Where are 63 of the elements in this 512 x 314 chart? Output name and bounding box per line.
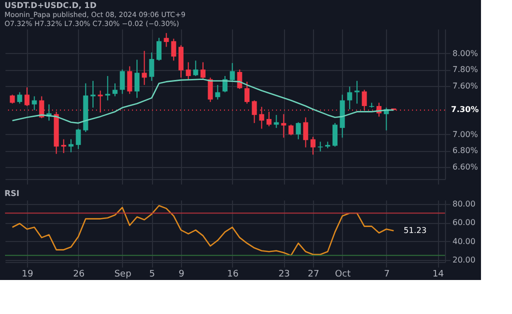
candlestick bbox=[252, 100, 257, 124]
candlestick bbox=[68, 138, 74, 153]
x-tick-label: 14 bbox=[432, 270, 444, 280]
x-tick-label: Oct bbox=[335, 270, 352, 280]
candlestick bbox=[105, 76, 110, 101]
candlestick bbox=[296, 122, 301, 140]
candlestick bbox=[230, 62, 235, 82]
candlestick bbox=[17, 92, 22, 104]
candlestick bbox=[120, 69, 125, 94]
candlestick bbox=[274, 114, 279, 128]
candlestick bbox=[156, 37, 162, 62]
candlestick bbox=[90, 80, 96, 108]
x-tick-label: 27 bbox=[308, 270, 320, 280]
candlestick bbox=[61, 138, 66, 154]
candlestick bbox=[186, 62, 191, 80]
candlestick bbox=[215, 84, 220, 100]
y-tick-label: 80.00 bbox=[452, 199, 476, 208]
candlestick bbox=[76, 128, 81, 150]
candlestick bbox=[142, 50, 147, 86]
x-tick-label: 9 bbox=[178, 270, 185, 280]
x-tick-label: 19 bbox=[22, 270, 34, 280]
x-tick-label: 5 bbox=[149, 270, 156, 280]
candlestick bbox=[310, 136, 316, 156]
y-tick-label: 7.60% bbox=[452, 81, 478, 90]
candlestick bbox=[237, 69, 242, 90]
line-series bbox=[12, 204, 394, 256]
x-tick-label: 7 bbox=[384, 270, 390, 280]
x-tick-label: Sep bbox=[114, 270, 132, 280]
candlestick bbox=[244, 81, 250, 104]
y-tick-label: 7.80% bbox=[452, 65, 478, 74]
candlestick bbox=[281, 114, 286, 138]
candlestick bbox=[171, 38, 176, 62]
candlestick bbox=[318, 141, 323, 152]
y-tick-label: 40.00 bbox=[452, 236, 476, 246]
candlestick bbox=[24, 86, 30, 107]
candlestick bbox=[164, 32, 169, 48]
chart-title: RSI bbox=[4, 188, 20, 198]
y-tick-label: 6.80% bbox=[452, 146, 478, 156]
candlestick bbox=[193, 60, 198, 77]
y-tick-label: 8.00% bbox=[452, 48, 478, 58]
candlestick bbox=[134, 59, 140, 98]
candlestick bbox=[200, 62, 206, 79]
candlestick bbox=[288, 124, 294, 136]
ref-line-label: 7.30% bbox=[451, 105, 479, 114]
candlestick bbox=[303, 116, 308, 148]
candlestick bbox=[347, 86, 352, 110]
x-tick-label: 26 bbox=[73, 270, 85, 280]
x-tick-label: 16 bbox=[227, 270, 239, 280]
y-tick-label: 6.60% bbox=[452, 162, 478, 172]
y-tick-label: 20.00 bbox=[452, 256, 476, 265]
x-tick-label: 23 bbox=[278, 270, 290, 280]
candlestick bbox=[149, 52, 154, 82]
candlestick bbox=[332, 122, 338, 148]
candlestick bbox=[112, 82, 118, 97]
candlestick bbox=[127, 66, 132, 94]
annotation: 51.23 bbox=[404, 226, 427, 235]
y-tick-label: 7.00% bbox=[452, 130, 478, 139]
candlestick bbox=[178, 44, 184, 78]
candlestick bbox=[32, 96, 37, 111]
y-tick-label: 60.00 bbox=[452, 218, 476, 228]
candlestick bbox=[354, 80, 360, 104]
chart-title: USDT.D+USDC.D, 1D bbox=[4, 1, 97, 10]
candlestick bbox=[208, 77, 213, 102]
